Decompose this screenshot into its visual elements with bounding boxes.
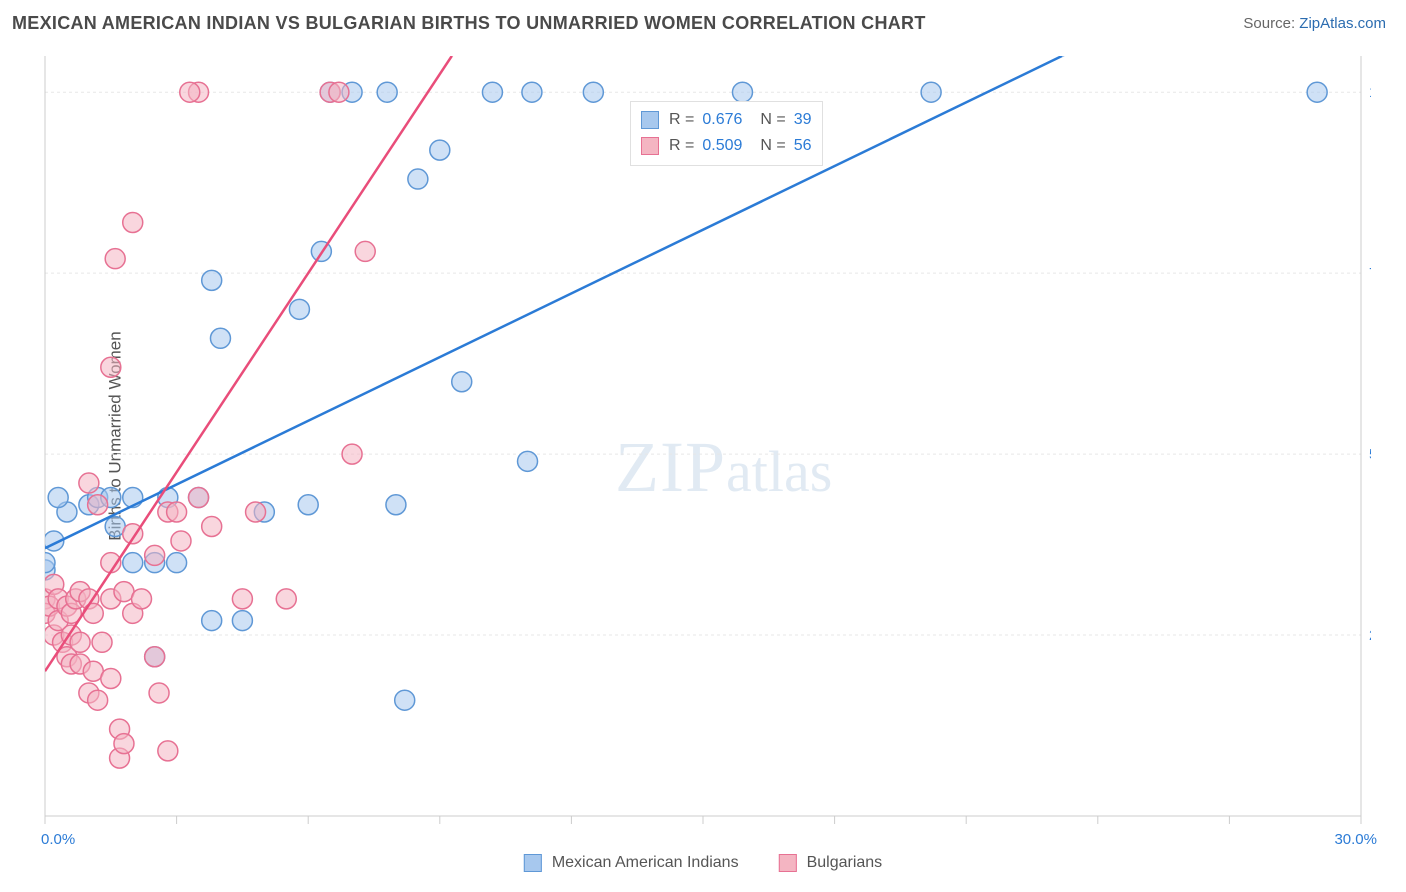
scatter-point — [246, 502, 266, 522]
scatter-point — [232, 611, 252, 631]
y-tick-label: 100.0% — [1369, 84, 1371, 101]
legend-swatch — [641, 137, 659, 155]
n-label: N = — [760, 137, 785, 155]
scatter-point — [145, 647, 165, 667]
scatter-point — [342, 444, 362, 464]
scatter-point — [79, 473, 99, 493]
scatter-point — [329, 82, 349, 102]
scatter-point — [105, 249, 125, 269]
scatter-point — [522, 82, 542, 102]
scatter-point — [1307, 82, 1327, 102]
regression-line-extrapolated — [452, 46, 572, 56]
scatter-point — [35, 553, 55, 573]
r-value: 0.509 — [702, 137, 742, 155]
scatter-point — [276, 589, 296, 609]
x-axis-max-label: 30.0% — [1334, 831, 1377, 848]
r-value: 0.676 — [702, 111, 742, 129]
y-tick-label: 75.0% — [1369, 265, 1371, 282]
scatter-point — [114, 734, 134, 754]
scatter-point — [202, 611, 222, 631]
y-tick-label: 50.0% — [1369, 446, 1371, 463]
regression-line — [45, 56, 1062, 548]
scatter-point — [289, 299, 309, 319]
scatter-point — [48, 488, 68, 508]
plot-area: Births to Unmarried Women ZIPatlas 25.0%… — [35, 46, 1371, 826]
legend-row: R = 0.676 N = 39 — [641, 107, 812, 133]
scatter-point — [202, 516, 222, 536]
legend-series-name: Bulgarians — [807, 854, 883, 872]
scatter-point — [101, 357, 121, 377]
scatter-point — [101, 668, 121, 688]
scatter-point — [92, 632, 112, 652]
scatter-point — [386, 495, 406, 515]
scatter-point — [395, 690, 415, 710]
chart-title: MEXICAN AMERICAN INDIAN VS BULGARIAN BIR… — [12, 13, 926, 34]
scatter-point — [123, 553, 143, 573]
r-label: R = — [669, 137, 694, 155]
scatter-point — [408, 169, 428, 189]
legend-series-name: Mexican American Indians — [552, 854, 739, 872]
source-label: Source: — [1243, 15, 1295, 32]
scatter-point — [210, 328, 230, 348]
n-value: 39 — [794, 111, 812, 129]
n-label: N = — [760, 111, 785, 129]
scatter-point — [171, 531, 191, 551]
scatter-point — [452, 372, 472, 392]
scatter-point — [583, 82, 603, 102]
scatter-point — [232, 589, 252, 609]
scatter-point — [83, 603, 103, 623]
chart-header: MEXICAN AMERICAN INDIAN VS BULGARIAN BIR… — [0, 0, 1406, 46]
scatter-point — [180, 82, 200, 102]
scatter-point — [145, 545, 165, 565]
source-link[interactable]: ZipAtlas.com — [1299, 15, 1386, 32]
scatter-point — [921, 82, 941, 102]
scatter-point — [298, 495, 318, 515]
scatter-point — [377, 82, 397, 102]
legend-item: Mexican American Indians — [524, 854, 739, 872]
legend-item: Bulgarians — [779, 854, 883, 872]
scatter-point — [430, 140, 450, 160]
legend-swatch — [524, 854, 542, 872]
n-value: 56 — [794, 137, 812, 155]
source-attribution: Source: ZipAtlas.com — [1243, 15, 1386, 32]
scatter-point — [158, 741, 178, 761]
scatter-point — [149, 683, 169, 703]
scatter-point — [70, 632, 90, 652]
legend-row: R = 0.509 N = 56 — [641, 133, 812, 159]
scatter-point — [482, 82, 502, 102]
series-legend: Mexican American Indians Bulgarians — [524, 854, 882, 872]
legend-swatch — [779, 854, 797, 872]
regression-line-extrapolated — [1062, 46, 1361, 56]
y-tick-label: 25.0% — [1369, 627, 1371, 644]
scatter-point — [355, 241, 375, 261]
scatter-point — [202, 270, 222, 290]
scatter-point — [518, 451, 538, 471]
scatter-point — [88, 495, 108, 515]
correlation-legend: R = 0.676 N = 39 R = 0.509 N = 56 — [630, 101, 823, 166]
scatter-point — [88, 690, 108, 710]
scatter-point — [167, 553, 187, 573]
scatter-point — [123, 212, 143, 232]
r-label: R = — [669, 111, 694, 129]
scatter-point — [167, 502, 187, 522]
scatter-point — [189, 488, 209, 508]
scatter-point — [132, 589, 152, 609]
legend-swatch — [641, 111, 659, 129]
x-axis-min-label: 0.0% — [41, 831, 75, 848]
scatter-point — [732, 82, 752, 102]
